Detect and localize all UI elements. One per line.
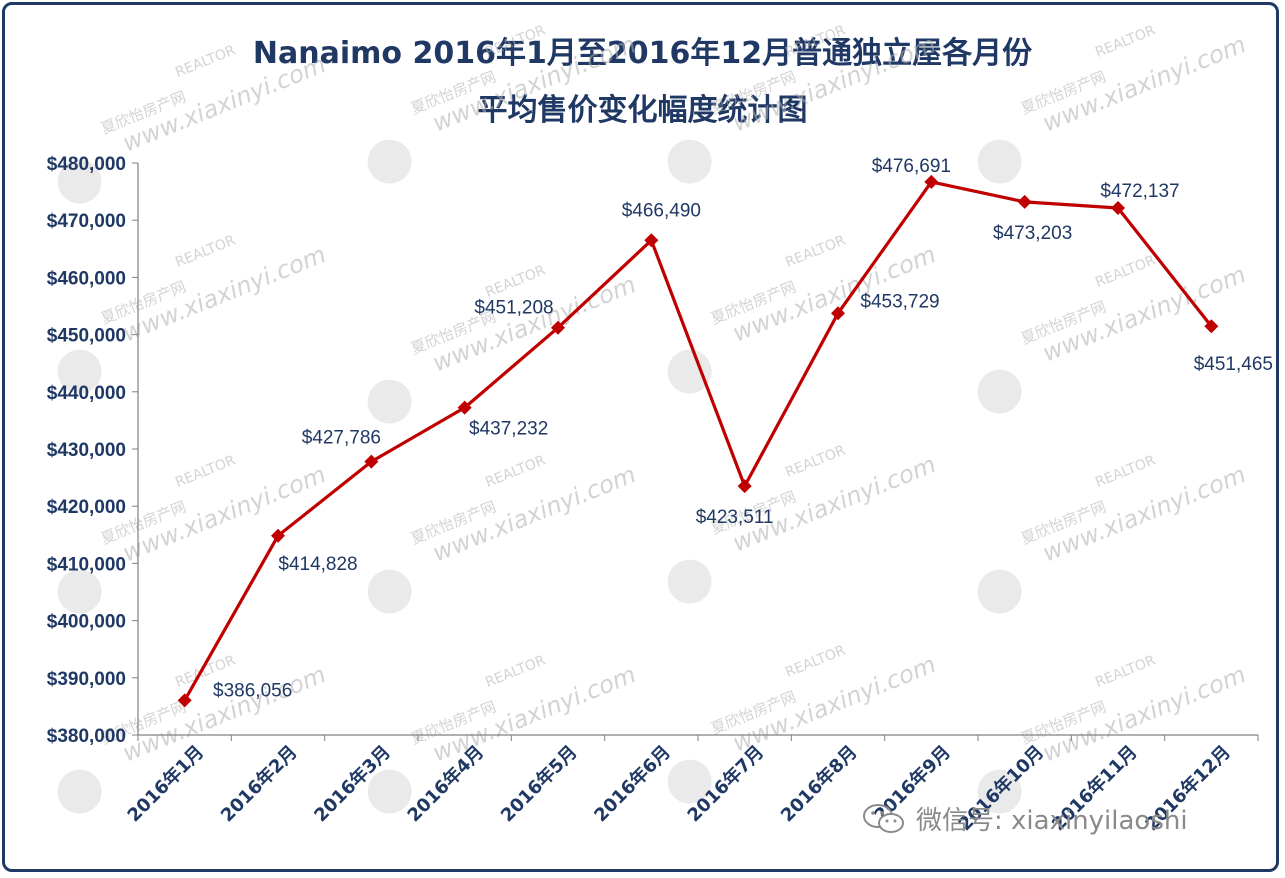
- data-labels: $386,056 $414,828 $427,786 $437,232 $451,208…: [213, 156, 1273, 701]
- watermark-portrait-icon: [57, 569, 102, 614]
- watermark-portrait-icon: [367, 379, 412, 424]
- y-tick-label: $390,000: [47, 669, 126, 690]
- x-tick-label: 2016年8月: [776, 741, 861, 826]
- y-tick-label: $430,000: [47, 440, 126, 461]
- watermark-portrait-icon: [667, 559, 712, 604]
- watermark-portrait-icon: [977, 569, 1022, 614]
- watermark-portrait-icon: [667, 759, 712, 804]
- y-tick-label: $450,000: [47, 326, 126, 347]
- data-point-marker: [644, 233, 659, 248]
- watermark-realtor: REALTOR: [483, 22, 548, 61]
- y-tick-label: $410,000: [47, 554, 126, 575]
- chart-title-line2: 平均售价变化幅度统计图: [477, 93, 808, 128]
- watermark-realtor: REALTOR: [1093, 452, 1158, 491]
- data-point-marker: [271, 528, 285, 543]
- y-tick-label: $420,000: [47, 497, 126, 518]
- wechat-icon: [862, 802, 906, 836]
- watermark-portrait-icon: [977, 139, 1022, 184]
- data-point-marker: [457, 400, 472, 415]
- data-label: $437,232: [469, 419, 548, 440]
- watermark-realtor: REALTOR: [1093, 652, 1158, 691]
- watermark-realtor: REALTOR: [783, 442, 848, 481]
- watermark-realtor: REALTOR: [783, 22, 848, 61]
- y-tick-label: $380,000: [47, 726, 126, 747]
- data-label: $472,137: [1100, 181, 1179, 202]
- watermark-realtor: REALTOR: [483, 652, 548, 691]
- watermark-portrait-icon: [367, 569, 412, 614]
- x-tick-label: 2016年2月: [216, 741, 301, 826]
- data-label: $427,786: [302, 428, 381, 449]
- y-tick-label: $470,000: [47, 211, 126, 232]
- data-point-marker: [831, 306, 845, 321]
- watermark-portrait-icon: [667, 349, 712, 394]
- watermark-portrait-icon: [977, 369, 1022, 414]
- data-label: $451,208: [474, 298, 553, 319]
- watermark-portrait-icon: [667, 139, 712, 184]
- data-label: $386,056: [213, 680, 292, 701]
- watermark-realtor: REALTOR: [173, 452, 238, 491]
- watermark-realtor: REALTOR: [783, 642, 848, 681]
- y-tick-label: $460,000: [47, 268, 126, 289]
- watermark-portrait-icon: [367, 769, 412, 814]
- y-tick-label: $440,000: [47, 383, 126, 404]
- data-label: $473,203: [993, 223, 1072, 244]
- data-point-marker: [364, 454, 379, 469]
- y-tick-label: $480,000: [47, 154, 126, 175]
- watermark-portrait-icon: [57, 349, 102, 394]
- watermark-realtor: REALTOR: [483, 452, 548, 491]
- watermark-portrait-icon: [977, 769, 1022, 814]
- x-tick-label: 2016年5月: [496, 741, 581, 826]
- data-label: $423,511: [696, 507, 774, 528]
- data-label: $453,729: [860, 291, 939, 312]
- watermark-realtor: REALTOR: [483, 262, 548, 301]
- data-point-marker: [924, 174, 939, 189]
- watermark-portrait-icon: [57, 159, 102, 204]
- data-point-marker: [177, 693, 192, 708]
- wechat-footer: 微信号: xiaxinyilaoshi: [862, 800, 1188, 837]
- y-tick-label: $400,000: [47, 612, 126, 633]
- watermark-portrait-icon: [367, 139, 412, 184]
- watermark-portrait-icon: [57, 769, 102, 814]
- data-point-marker: [1017, 194, 1032, 209]
- x-tick-label: 2016年6月: [590, 741, 675, 826]
- data-label: $451,465: [1194, 354, 1273, 375]
- watermark-realtor: REALTOR: [173, 232, 238, 271]
- data-point-marker: [1204, 319, 1219, 334]
- series: [177, 174, 1219, 708]
- data-point-marker: [1111, 200, 1125, 215]
- data-point-marker: [551, 320, 565, 335]
- watermark-realtor: REALTOR: [783, 232, 848, 271]
- series-line: [183, 180, 1213, 702]
- data-label: $414,828: [278, 554, 357, 575]
- data-label: $476,691: [872, 156, 951, 177]
- wechat-id-label: 微信号: xiaxinyilaoshi: [916, 806, 1188, 836]
- chart-title-line1: Nanaimo 2016年1月至2016年12月普通独立屋各月份: [252, 36, 1033, 71]
- watermark-realtor: REALTOR: [173, 42, 238, 81]
- data-point-marker: [737, 479, 752, 494]
- watermark-realtor: REALTOR: [1093, 22, 1158, 61]
- watermark-realtor: REALTOR: [1093, 252, 1158, 291]
- data-label: $466,490: [622, 200, 701, 221]
